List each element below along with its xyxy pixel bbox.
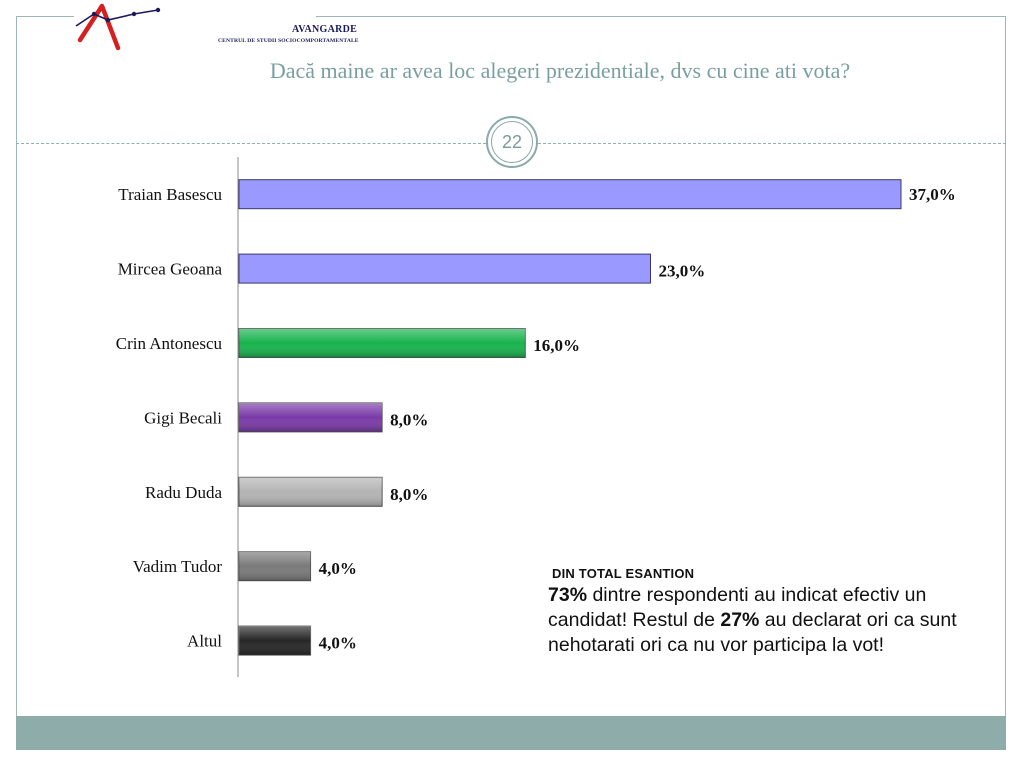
note-heading: DIN TOTAL ESANTION <box>552 566 695 581</box>
slide-title: Dacă maine ar avea loc alegeri prezident… <box>269 58 851 83</box>
sample-note: DIN TOTAL ESANTION 73% dintre respondent… <box>548 566 988 658</box>
divider-right <box>538 143 1006 144</box>
brand-subtitle: CENTRUL DE STUDII SOCIOCOMPORTAMENTALE <box>218 38 359 44</box>
slide-number: 22 <box>491 121 533 163</box>
note-pct-undecided: 27% <box>720 609 760 631</box>
footer-bar <box>16 716 1006 750</box>
note-text-1: dintre respondenti au indicat efectiv un… <box>548 584 927 631</box>
divider-left <box>16 143 486 144</box>
avangarde-logo-icon <box>75 3 161 51</box>
brand-name: AVANGARDE <box>292 24 358 35</box>
note-pct-decided: 73% <box>548 584 588 606</box>
note-body: 73% dintre respondenti au indicat efecti… <box>548 583 988 658</box>
logo: AVANGARDE CENTRUL DE STUDII SOCIOCOMPORT… <box>74 0 359 52</box>
slide-number-badge: 22 <box>486 116 538 168</box>
note-text-2: au declarat ori ca sunt nehotarati ori c… <box>548 609 957 656</box>
